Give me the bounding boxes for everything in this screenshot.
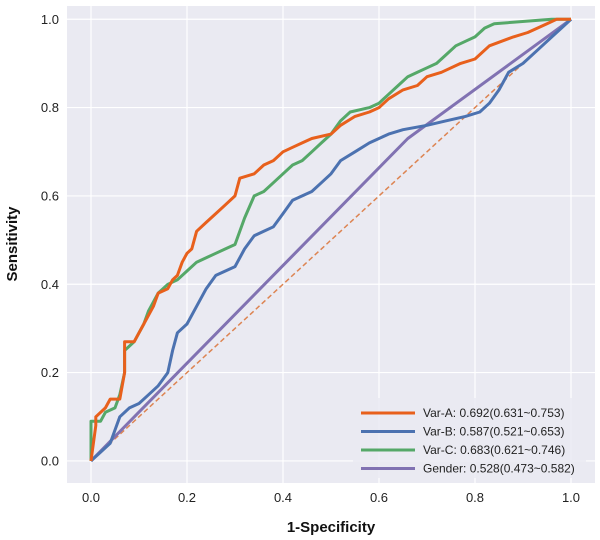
x-tick-label: 0.6: [370, 490, 388, 505]
series-line-1: [89, 18, 573, 463]
legend-label: Var-A: 0.692(0.631~0.753): [423, 406, 565, 420]
x-tick-label: 1.0: [562, 490, 580, 505]
y-tick-label: 0.6: [41, 188, 59, 203]
y-tick-label: 0.2: [41, 365, 59, 380]
watermark: 知乎 @统计碎碎念: [470, 510, 586, 527]
legend-label: Var-B: 0.587(0.521~0.653): [423, 425, 565, 439]
x-tick-labels: 0.0 0.2 0.4 0.6 0.8 1.0: [82, 490, 580, 505]
y-tick-label: 0.8: [41, 100, 59, 115]
legend-box: [353, 398, 586, 478]
y-tick-label: 0.0: [41, 453, 59, 468]
legend-label: Gender: 0.528(0.473~0.582): [423, 462, 575, 476]
y-tick-label: 1.0: [41, 12, 59, 27]
x-tick-label: 0.8: [466, 490, 484, 505]
y-axis-title: Sensitivity: [4, 206, 21, 282]
series-line-3: [89, 18, 572, 462]
legend-label: Var-C: 0.683(0.621~0.746): [423, 443, 565, 457]
y-tick-label: 0.4: [41, 277, 59, 292]
legend: Var-A: 0.692(0.631~0.753) Var-B: 0.587(0.…: [353, 398, 586, 478]
series-layer: [89, 17, 573, 463]
grid-lines: [67, 6, 595, 483]
reference-diagonal-line: [90, 18, 572, 462]
x-tick-label: 0.0: [82, 490, 100, 505]
x-tick-label: 0.2: [178, 490, 196, 505]
y-tick-labels: 0.0 0.2 0.4 0.6 0.8 1.0: [41, 12, 59, 469]
x-tick-label: 0.4: [274, 490, 292, 505]
x-axis-title: 1-Specificity: [287, 519, 376, 536]
series-line-0: [89, 17, 571, 462]
